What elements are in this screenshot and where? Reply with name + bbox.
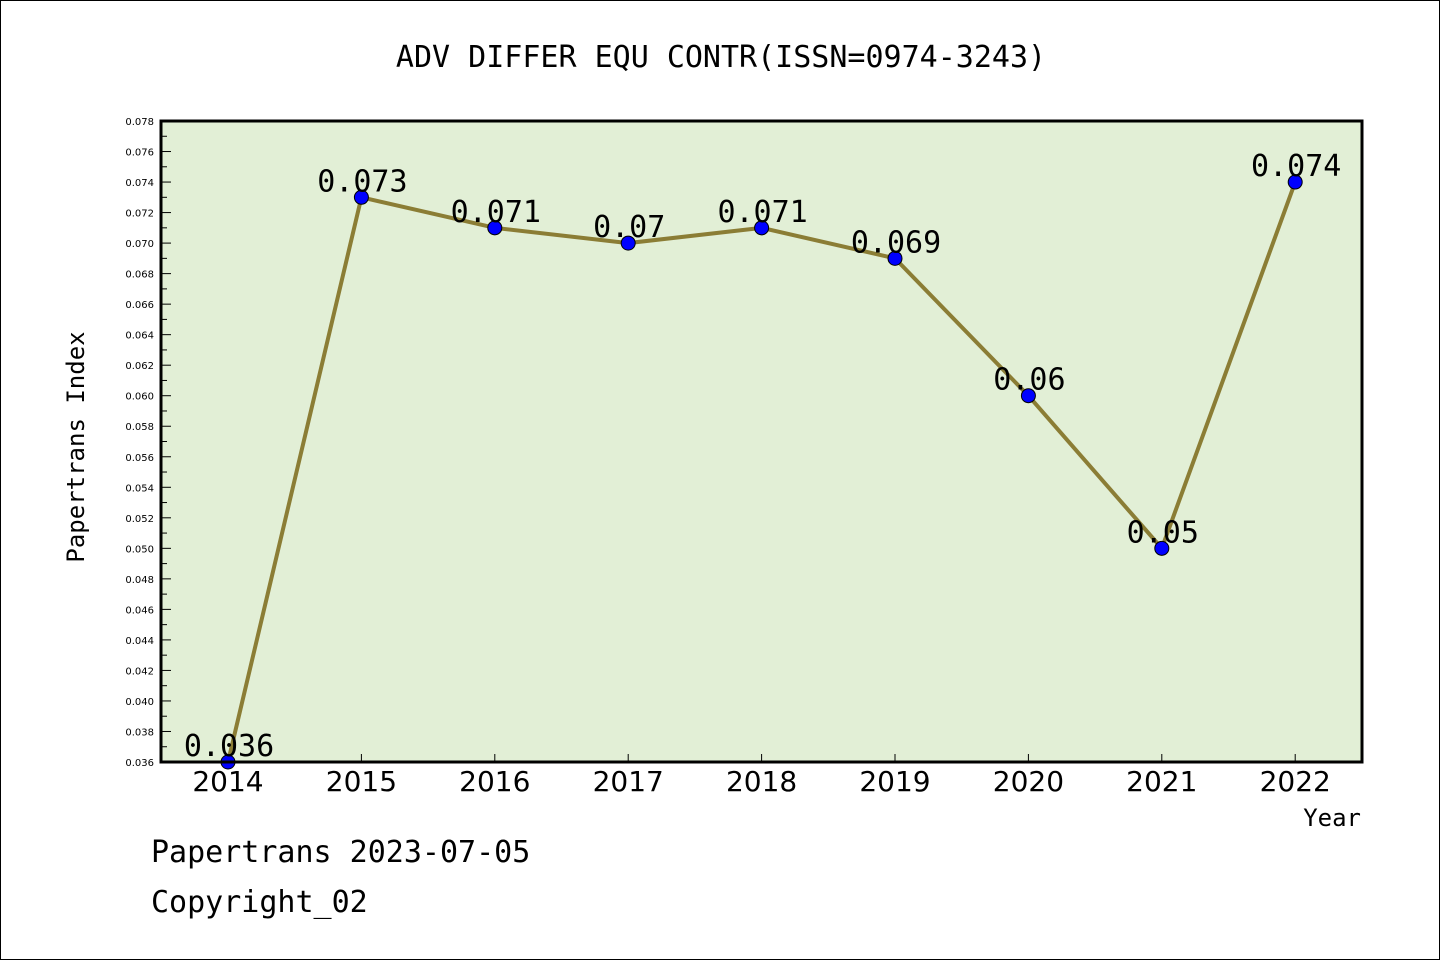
y-tick-label: 0.074 — [125, 178, 154, 189]
y-tick-label: 0.058 — [125, 422, 154, 433]
data-point-marker — [1154, 540, 1170, 556]
data-label: 0.036 — [184, 729, 274, 764]
y-tick-label: 0.044 — [125, 636, 154, 647]
data-label: 0.069 — [851, 225, 941, 260]
data-markers — [220, 174, 1303, 770]
y-tick-label: 0.068 — [125, 270, 154, 281]
y-tick-label: 0.076 — [125, 148, 154, 159]
y-tick-label: 0.066 — [125, 300, 154, 311]
x-tick-label: 2022 — [1260, 765, 1331, 798]
data-label: 0.07 — [593, 210, 665, 245]
x-axis-label: Year — [1303, 804, 1361, 832]
plot-border — [159, 119, 1364, 764]
x-tick-label: 2017 — [593, 765, 664, 798]
x-tick-label: 2021 — [1126, 765, 1197, 798]
data-labels: 0.036 0.073 0.071 0.07 0.071 0.069 0.06 0.05 0.0… — [184, 149, 1342, 764]
data-label: 0.073 — [317, 164, 407, 199]
y-tick-label: 0.046 — [125, 605, 154, 616]
y-tick-label: 0.056 — [125, 453, 154, 464]
chart-title: ADV DIFFER EQU CONTR(ISSN=0974-3243) — [396, 40, 1046, 75]
y-axis-ticks: 0.036 0.038 0.040 0.042 0.044 0.046 0.048 0.050… — [125, 117, 171, 769]
x-tick-label: 2016 — [459, 765, 530, 798]
y-tick-label: 0.078 — [125, 117, 154, 128]
y-tick-label: 0.050 — [125, 544, 154, 555]
x-axis-ticks: 2014 2015 2016 2017 2018 2019 2020 2021 2022 — [192, 754, 1331, 798]
y-tick-label: 0.064 — [125, 331, 154, 342]
data-point-marker — [1020, 388, 1036, 404]
data-label: 0.05 — [1127, 515, 1199, 550]
y-tick-label: 0.038 — [125, 727, 154, 738]
y-tick-label: 0.072 — [125, 209, 154, 220]
data-point-marker — [1287, 174, 1303, 190]
y-tick-label: 0.036 — [125, 758, 154, 769]
data-point-marker — [887, 250, 903, 266]
y-tick-label: 0.052 — [125, 514, 154, 525]
data-point-marker — [487, 220, 503, 236]
y-tick-label: 0.048 — [125, 575, 154, 586]
y-tick-label: 0.042 — [125, 666, 154, 677]
y-tick-label: 0.054 — [125, 483, 154, 494]
y-tick-label: 0.062 — [125, 361, 154, 372]
x-tick-label: 2015 — [326, 765, 397, 798]
footer-date: Papertrans 2023-07-05 — [151, 835, 531, 870]
x-tick-label: 2014 — [192, 765, 263, 798]
data-label: 0.06 — [993, 363, 1065, 398]
x-tick-label: 2019 — [859, 765, 930, 798]
footer-copyright: Copyright_02 — [151, 885, 368, 920]
y-tick-label: 0.060 — [125, 392, 154, 403]
y-axis-label: Papertrans Index — [62, 331, 90, 562]
data-label: 0.074 — [1251, 149, 1341, 184]
data-point-marker — [353, 189, 369, 205]
data-label: 0.071 — [451, 195, 541, 230]
x-tick-label: 2020 — [993, 765, 1064, 798]
y-tick-label: 0.040 — [125, 697, 154, 708]
y-tick-label: 0.070 — [125, 239, 154, 250]
data-label: 0.071 — [717, 195, 807, 230]
data-point-marker — [754, 220, 770, 236]
data-point-marker — [620, 235, 636, 251]
x-tick-label: 2018 — [726, 765, 797, 798]
